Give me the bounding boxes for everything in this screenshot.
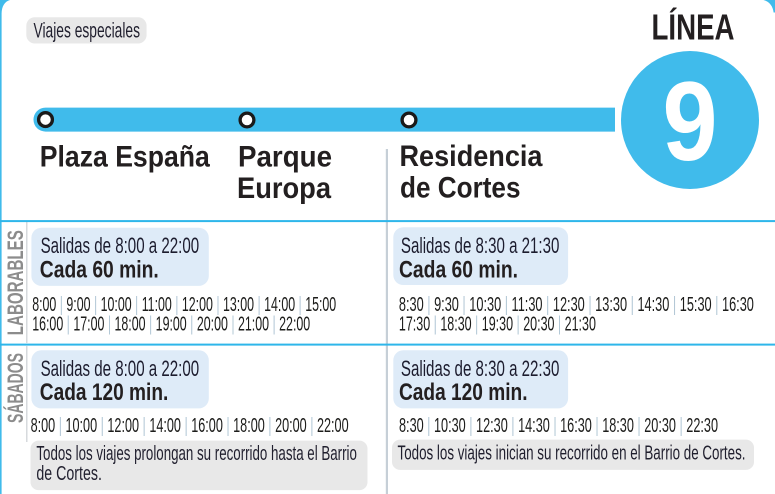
svg-text:8:30 | 10:30 | 12:30 | 14:30 |: 8:30 | 10:30 | 12:30 | 14:30 | 16:30 | 1… bbox=[399, 415, 718, 437]
svg-text:8:00 | 10:00 | 12:00 | 14:00 |: 8:00 | 10:00 | 12:00 | 14:00 | 16:00 | 1… bbox=[31, 415, 349, 437]
svg-text:Todos los viajes prolongan su: Todos los viajes prolongan su recorrido … bbox=[36, 443, 357, 465]
svg-text:Plaza España: Plaza España bbox=[40, 141, 210, 174]
svg-text:Salidas de 8:00 a 22:00: Salidas de 8:00 a 22:00 bbox=[41, 233, 200, 258]
svg-text:Todos los viajes inician su re: Todos los viajes inician su recorrido en… bbox=[398, 442, 746, 464]
svg-text:8:00 | 9:00 | 10:00 | 11:00 |: 8:00 | 9:00 | 10:00 | 11:00 | 12:00 | 13… bbox=[32, 294, 336, 316]
svg-text:de Cortes: de Cortes bbox=[400, 171, 521, 204]
svg-text:LABORABLES: LABORABLES bbox=[3, 230, 28, 335]
svg-text:8:30 | 9:30 | 10:30 | 11:30 |: 8:30 | 9:30 | 10:30 | 11:30 | 12:30 | 13… bbox=[399, 294, 754, 316]
svg-text:Salidas de 8:30 a 22:30: Salidas de 8:30 a 22:30 bbox=[401, 356, 560, 381]
svg-text:Salidas de 8:00 a 22:00: Salidas de 8:00 a 22:00 bbox=[41, 356, 200, 381]
svg-text:Residencia: Residencia bbox=[400, 140, 543, 173]
svg-text:Cada 60 min.: Cada 60 min. bbox=[399, 256, 518, 283]
svg-text:Cada 120 min.: Cada 120 min. bbox=[399, 379, 528, 406]
svg-text:Viajes especiales: Viajes especiales bbox=[34, 20, 141, 43]
svg-text:Cada 120 min.: Cada 120 min. bbox=[40, 379, 169, 406]
svg-text:LÍNEA: LÍNEA bbox=[652, 7, 735, 48]
svg-text:9: 9 bbox=[663, 59, 718, 184]
svg-text:Parque: Parque bbox=[238, 140, 332, 173]
svg-text:SÁBADOS: SÁBADOS bbox=[3, 353, 28, 423]
svg-text:de Cortes.: de Cortes. bbox=[36, 463, 102, 485]
svg-text:Europa: Europa bbox=[237, 172, 331, 205]
svg-text:17:30 | 18:30 | 19:30 | 20:30: 17:30 | 18:30 | 19:30 | 20:30 | 21:30 bbox=[399, 313, 596, 335]
svg-text:Cada 60 min.: Cada 60 min. bbox=[40, 256, 159, 283]
svg-text:Salidas de 8:30 a 21:30: Salidas de 8:30 a 21:30 bbox=[401, 233, 560, 258]
svg-text:16:00 | 17:00 | 18:00 | 19:00: 16:00 | 17:00 | 18:00 | 19:00 | 20:00 | … bbox=[32, 313, 310, 335]
